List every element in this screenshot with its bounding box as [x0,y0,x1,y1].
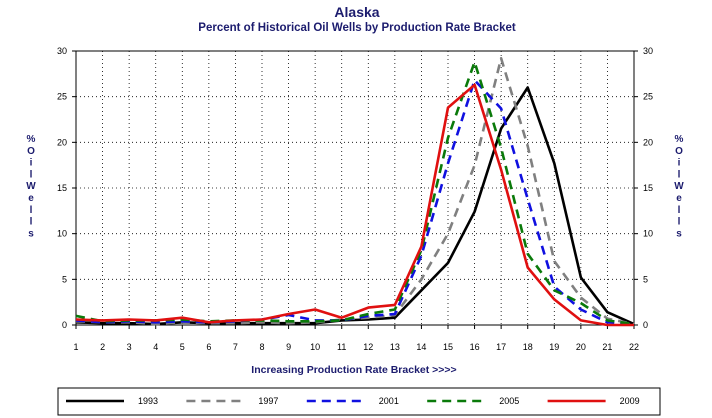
x-tick-label: 18 [523,342,533,352]
legend-label-2001: 2001 [379,396,399,406]
x-tick-label: 4 [153,342,158,352]
legend: 1993 1997 2001 2005 2009 [57,387,661,416]
plot-frame [75,50,635,326]
x-tick-label: 6 [206,342,211,352]
x-tick-label: 10 [310,342,320,352]
series-line-2009 [75,83,634,327]
chart-title: Alaska [334,4,379,20]
x-tick-label: 5 [180,342,185,352]
y-label-char: l [678,205,681,216]
y-label-char: % [27,134,36,145]
y-label-char: W [674,181,684,192]
y-tick-label-right: 5 [643,274,648,284]
y-tick-label-right: 20 [643,137,653,147]
x-tick-label: 16 [470,342,480,352]
series-line-1997 [75,56,635,326]
x-tick-label: 3 [127,342,132,352]
x-tick-label: 22 [629,342,639,352]
y-label-char: s [676,228,682,239]
y-tick-label-left: 10 [57,229,67,239]
x-tick-label: 15 [443,342,453,352]
x-tick-label: 13 [390,342,400,352]
x-tick-label: 11 [337,342,346,352]
y-label-char: s [28,228,34,239]
y-label-char: l [678,217,681,228]
y-tick-label-right: 25 [643,92,653,102]
series-line-2005 [75,60,635,326]
series-line-1993 [75,86,635,326]
x-axis-label: Increasing Production Rate Bracket >>>> [251,364,456,376]
x-tick-label: 20 [576,342,586,352]
series-line-2001 [75,78,635,326]
grid [75,50,635,326]
y-tick-label-left: 0 [62,320,67,330]
y-tick-label-left: 30 [57,46,67,56]
x-tick-label: 12 [363,342,373,352]
y-tick-label-right: 0 [643,320,648,330]
y-tick-label-left: 20 [57,137,67,147]
x-tick-label: 17 [496,342,506,352]
series-lines [75,56,635,327]
y-label-char: e [28,193,34,204]
y-tick-label-left: 5 [62,274,67,284]
y-label-char: l [30,217,33,228]
y-tick-label-right: 15 [643,183,653,193]
y-tick-label-right: 10 [643,229,653,239]
axes: 1 2 3 4 5 6 7 8 9 10 11 12 13 14 15 16 17 18 19 20 21 220 05 51… [57,46,653,352]
y-label-char: O [675,146,683,157]
y-label-char: l [678,169,681,180]
x-tick-label: 19 [549,342,559,352]
y-tick-label-right: 30 [643,46,653,56]
y-tick-label-left: 15 [57,183,67,193]
legend-label-2009: 2009 [620,396,640,406]
x-tick-label: 7 [233,342,238,352]
y-label-char: W [26,181,36,192]
legend-label-2005: 2005 [499,396,519,406]
legend-label-1993: 1993 [138,396,158,406]
y-label-char: l [30,169,33,180]
y-label-char: l [30,205,33,216]
y-label-char: i [30,158,33,169]
y-label-char: % [675,134,684,145]
chart-subtitle: Percent of Historical Oil Wells by Produ… [198,22,516,34]
x-tick-label: 21 [602,342,612,352]
x-tick-label: 8 [259,342,264,352]
x-tick-label: 9 [286,342,291,352]
y-label-char: i [678,158,681,169]
x-tick-label: 2 [100,342,105,352]
y-label-char: O [27,146,35,157]
x-tick-label: 14 [416,342,426,352]
x-tick-label: 1 [73,342,78,352]
y-tick-label-left: 25 [57,92,67,102]
y-label-char: e [676,193,682,204]
legend-label-1997: 1997 [258,396,278,406]
